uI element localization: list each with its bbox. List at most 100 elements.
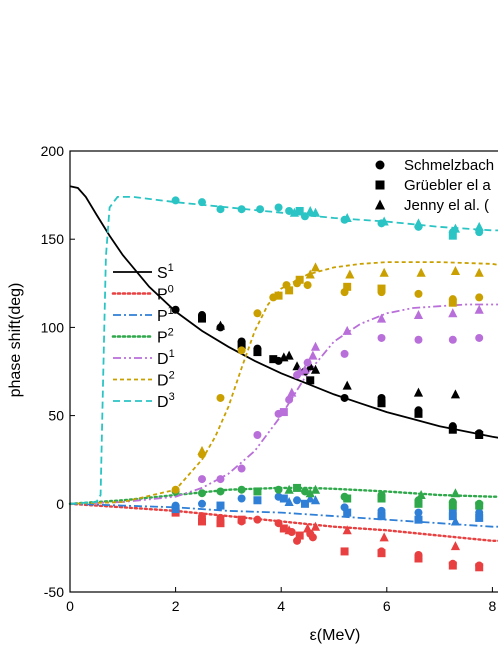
curve-p0 [68,502,498,542]
data-point [475,431,484,440]
data-point [305,361,315,371]
data-point [342,525,352,535]
data-point [475,501,484,510]
legend-label: D2 [157,370,175,390]
data-point [450,488,461,498]
data-point [475,333,484,342]
x-tick-labels: 0 2 4 6 8 [66,598,496,614]
experiment-legend: Schmelzbach Grüebler el a Jenny el al. ( [374,157,494,214]
y-axis-label: phase shift(deg) [7,283,24,398]
curve-d3 [69,196,498,505]
data-point [171,196,180,205]
data-point [448,308,458,318]
curve-d2 [69,261,498,505]
data-point [475,563,484,572]
x-tick-label: 0 [66,598,74,614]
data-point [310,521,321,531]
legend-label: P2 [157,327,174,347]
data-point [414,508,423,517]
data-point [475,513,484,522]
data-point [279,494,288,503]
data-point [416,489,426,499]
plot-frame [69,150,498,593]
x-tick-label: 8 [489,598,497,614]
data-point [377,399,386,408]
data-point [414,335,423,344]
data-point [375,180,385,190]
data-point [340,547,349,556]
data-point [198,198,206,207]
data-point [416,267,426,277]
data-point [285,395,294,404]
data-point [293,496,302,505]
data-point [310,484,321,494]
data-point [198,517,206,526]
data-point [274,291,283,300]
data-point [303,281,312,290]
legend-label: P1 [157,305,174,325]
data-point [256,205,265,214]
data-point [448,425,457,434]
data-point [216,475,225,484]
curve-d1 [69,303,498,505]
data-point [216,487,225,496]
data-point [343,282,352,291]
y-tick-label: 150 [41,231,65,247]
data-point [413,310,424,320]
data-point [342,325,352,335]
data-point [448,501,457,510]
data-point [306,376,315,385]
data-point [285,286,294,295]
data-point [216,501,225,510]
curve-s1 [69,185,498,439]
y-tick-label: 200 [41,143,65,159]
data-point [450,223,461,233]
exp-legend-label: Grüebler el a [404,177,491,194]
data-point [342,380,352,390]
data-point [343,508,352,517]
data-point [310,495,321,505]
data-point [216,205,225,214]
data-point [300,499,309,508]
data-point [450,389,461,399]
data-point [343,494,352,503]
data-point [171,305,180,314]
data-point [310,364,321,374]
data-point [474,304,484,314]
data-point [237,464,246,473]
data-point [237,341,246,350]
data-point [345,269,355,279]
data-point [303,358,312,367]
data-point [305,269,315,279]
data-point [216,393,225,402]
data-point [375,160,385,170]
data-point [171,505,180,514]
data-point [448,335,457,344]
data-point [342,213,352,223]
data-point [253,515,262,524]
data-point [379,216,389,226]
data-point [237,494,246,503]
data-point [310,341,321,351]
data-point [295,206,304,215]
data-point [295,275,304,284]
data-point [279,524,288,533]
data-point [377,284,386,293]
data-point [216,519,225,528]
data-point [253,487,262,496]
data-point [450,265,461,275]
data-point [237,515,246,524]
data-point [285,206,294,215]
legend-label: S1 [157,262,174,282]
x-axis-label: ε(MeV) [310,627,361,644]
data-point [474,267,484,277]
y-tick-labels: -50 0 50 100 150 200 [41,143,65,600]
data-point [284,497,294,507]
data-point [284,350,294,360]
points-layer [171,196,484,572]
data-point [284,484,294,494]
data-point [295,531,304,540]
data-point [198,314,206,323]
data-point [377,549,386,558]
